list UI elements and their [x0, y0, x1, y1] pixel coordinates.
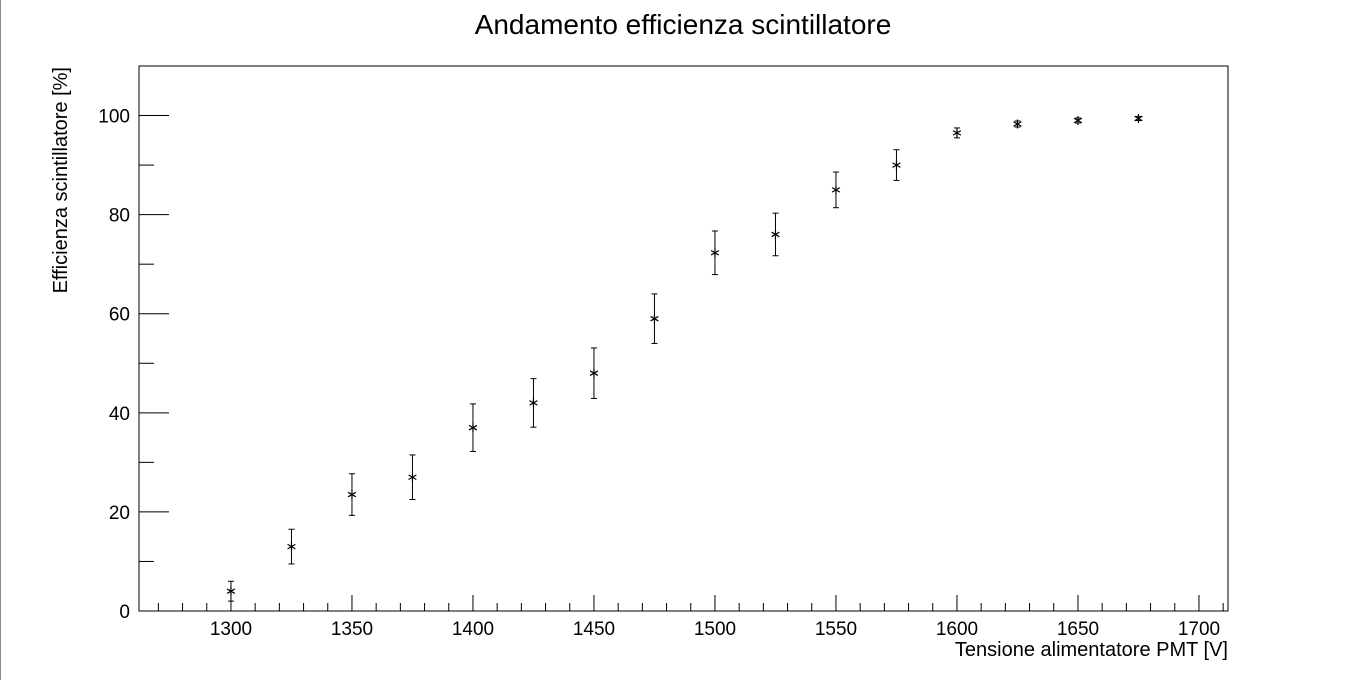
star-marker	[1013, 119, 1022, 129]
star-marker	[650, 314, 659, 324]
y-axis-tick-labels: 0 20 40 60 80 100	[98, 107, 130, 623]
data-point	[650, 293, 659, 344]
y-tick-label: 0	[119, 602, 130, 623]
data-point	[1013, 119, 1022, 129]
data-point	[589, 347, 599, 399]
star-marker	[710, 248, 720, 258]
star-marker	[771, 229, 780, 239]
y-tick-label: 60	[109, 305, 130, 326]
star-marker	[1073, 116, 1083, 125]
data-point	[529, 378, 538, 428]
data-point	[408, 454, 417, 501]
star-marker	[831, 185, 841, 195]
plot-frame	[138, 65, 1229, 612]
star-marker	[226, 586, 236, 596]
x-axis-tick-labels: 1300 1350 1400 1450 1500 1550 1600 1650 1700	[210, 619, 1220, 640]
data-point	[710, 230, 720, 276]
y-tick-label: 100	[98, 107, 130, 128]
canvas-left-border	[0, 0, 1, 680]
star-marker	[529, 398, 538, 408]
data-point	[952, 127, 962, 139]
x-tick-label: 1450	[573, 619, 615, 640]
chart-title: Andamento efficienza scintillatore	[475, 9, 892, 40]
x-tick-label: 1600	[936, 619, 978, 640]
y-tick-label: 40	[109, 404, 130, 425]
x-tick-label: 1700	[1178, 619, 1220, 640]
data-point	[1073, 116, 1083, 125]
star-marker	[468, 423, 478, 433]
x-tick-label: 1400	[452, 619, 494, 640]
x-tick-label: 1650	[1057, 619, 1099, 640]
x-tick-label: 1550	[815, 619, 857, 640]
star-marker	[287, 542, 296, 552]
data-point	[468, 403, 478, 452]
star-marker	[1134, 114, 1143, 124]
star-marker	[952, 128, 962, 138]
data-point	[1134, 114, 1143, 124]
x-tick-label: 1300	[210, 619, 252, 640]
y-tick-label: 20	[109, 503, 130, 524]
data-point	[892, 149, 901, 181]
data-series	[226, 114, 1143, 602]
x-tick-label: 1350	[331, 619, 373, 640]
star-marker	[892, 160, 901, 170]
y-axis-title: Efficienza scintillatore [%]	[50, 67, 72, 293]
data-point	[771, 212, 780, 257]
star-marker	[408, 472, 417, 482]
x-axis-title: Tensione alimentatore PMT [V]	[955, 639, 1228, 661]
star-marker	[347, 490, 357, 500]
data-point	[831, 171, 841, 209]
data-point	[226, 580, 236, 602]
data-point	[287, 528, 296, 565]
y-tick-label: 80	[109, 206, 130, 227]
x-axis-ticks	[157, 595, 1224, 611]
star-marker	[589, 368, 599, 378]
x-tick-label: 1500	[694, 619, 736, 640]
data-point	[347, 473, 357, 516]
y-axis-ticks	[139, 65, 169, 612]
